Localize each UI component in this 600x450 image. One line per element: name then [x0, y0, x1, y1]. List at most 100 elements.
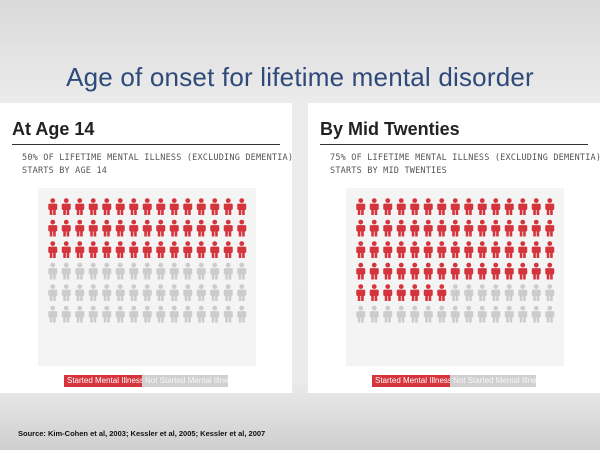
person-icon-started [356, 219, 366, 237]
person-icon-not-started [410, 305, 420, 323]
person-icon-started [75, 241, 85, 258]
person-icon-started [410, 262, 420, 280]
pictograph [356, 198, 555, 323]
person-icon-not-started [75, 262, 85, 280]
person-icon-started [396, 284, 406, 301]
person-icon-started [156, 219, 166, 237]
person-icon-not-started [142, 305, 152, 323]
person-icon-not-started [156, 284, 166, 301]
person-icon-not-started [129, 305, 139, 323]
person-icon-started [183, 241, 193, 258]
person-icon-started [491, 219, 501, 237]
person-icon-not-started [169, 284, 179, 301]
person-icon-started [423, 198, 433, 215]
person-icon-started [383, 198, 393, 215]
person-icon-not-started [383, 305, 393, 323]
person-icon-not-started [504, 305, 514, 323]
person-icon-started [142, 241, 152, 258]
legend-not-started: Not Started Mental Illness [142, 375, 228, 387]
panel-heading: By Mid Twenties [320, 119, 460, 139]
person-icon-started [504, 219, 514, 237]
person-icon-started [491, 198, 501, 215]
person-icon-not-started [61, 305, 71, 323]
person-icon-started [464, 241, 474, 258]
person-icon-not-started [223, 262, 233, 280]
chart-caption: 50% OF LIFETIME MENTAL ILLNESS (EXCLUDIN… [22, 152, 292, 178]
person-icon-started [48, 198, 58, 215]
person-icon-started [88, 241, 98, 258]
person-icon-not-started [183, 262, 193, 280]
person-icon-started [477, 262, 487, 280]
person-icon-not-started [423, 305, 433, 323]
legend: Started Mental Illness Not Started Menta… [372, 375, 536, 387]
person-icon-not-started [518, 305, 528, 323]
person-icon-started [129, 241, 139, 258]
heading-divider [320, 144, 588, 145]
person-icon-not-started [437, 305, 447, 323]
source-citation: Source: Kim-Cohen et al, 2003; Kessler e… [18, 429, 266, 438]
person-icon-started [183, 198, 193, 215]
person-icon-started [477, 241, 487, 258]
person-icon-started [518, 241, 528, 258]
person-icon-started [450, 262, 460, 280]
person-icon-not-started [237, 284, 247, 301]
person-icon-started [383, 241, 393, 258]
person-icon-not-started [237, 262, 247, 280]
person-icon-started [237, 198, 247, 215]
legend-started: Started Mental Illness [372, 375, 450, 387]
person-icon-started [156, 198, 166, 215]
person-icon-started [88, 219, 98, 237]
person-icon-not-started [210, 284, 220, 301]
person-icon-started [356, 198, 366, 215]
person-icon-not-started [196, 305, 206, 323]
person-icon-not-started [129, 284, 139, 301]
person-icon-started [518, 198, 528, 215]
person-icon-not-started [48, 284, 58, 301]
person-icon-started [410, 219, 420, 237]
person-icon-not-started [223, 284, 233, 301]
person-icon-not-started [102, 262, 112, 280]
person-icon-started [75, 219, 85, 237]
person-icon-not-started [88, 305, 98, 323]
person-icon-not-started [115, 305, 125, 323]
person-icon-not-started [504, 284, 514, 301]
person-icon-not-started [477, 305, 487, 323]
panel-age-14: At Age 14 50% OF LIFETIME MENTAL ILLNESS… [0, 103, 292, 393]
person-icon-not-started [450, 305, 460, 323]
person-icon-started [142, 219, 152, 237]
person-icon-not-started [450, 284, 460, 301]
panel-heading: At Age 14 [12, 119, 95, 139]
caption-line-2: STARTS BY MID TWENTIES [330, 166, 447, 176]
person-icon-not-started [464, 305, 474, 323]
person-icon-started [383, 262, 393, 280]
person-icon-not-started [61, 262, 71, 280]
person-icon-not-started [88, 262, 98, 280]
person-icon-not-started [48, 262, 58, 280]
person-icon-not-started [531, 284, 541, 301]
person-icon-started [223, 219, 233, 237]
person-icon-not-started [464, 284, 474, 301]
person-icon-started [437, 198, 447, 215]
person-icon-started [223, 241, 233, 258]
person-icon-started [48, 219, 58, 237]
person-icon-started [115, 219, 125, 237]
person-icon-not-started [196, 262, 206, 280]
person-icon-started [423, 219, 433, 237]
person-icon-started [423, 262, 433, 280]
person-icon-started [369, 219, 379, 237]
person-icon-started [396, 219, 406, 237]
person-icon-started [369, 262, 379, 280]
person-icon-not-started [531, 305, 541, 323]
person-icon-not-started [169, 262, 179, 280]
person-icon-not-started [48, 305, 58, 323]
person-icon-started [356, 262, 366, 280]
person-icon-started [156, 241, 166, 258]
panel-mid-twenties: By Mid Twenties 75% OF LIFETIME MENTAL I… [308, 103, 600, 393]
person-icon-started [477, 219, 487, 237]
person-icon-started [464, 219, 474, 237]
person-icon-not-started [477, 284, 487, 301]
person-icon-not-started [491, 305, 501, 323]
person-icon-started [102, 198, 112, 215]
caption-line-1: 50% OF LIFETIME MENTAL ILLNESS (EXCLUDIN… [22, 153, 292, 163]
person-icon-not-started [75, 284, 85, 301]
